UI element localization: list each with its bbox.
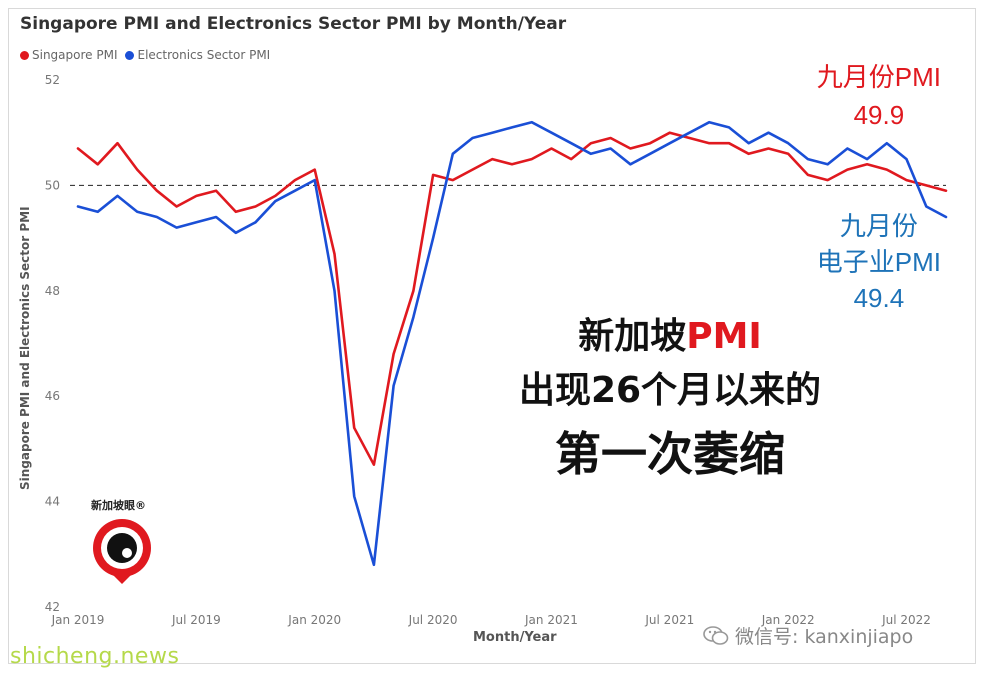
x-tick-label: Jan 2022	[761, 613, 815, 627]
y-tick-label: 42	[45, 600, 60, 614]
headline-line3: 第一次萎缩	[555, 427, 785, 481]
x-tick-label: Jul 2022	[881, 613, 931, 627]
y-tick-label: 52	[45, 73, 60, 87]
x-tick-label: Jan 2020	[287, 613, 341, 627]
wechat-icon	[703, 625, 729, 645]
headline: 新加坡PMI 出现26个月以来的 第一次萎缩	[460, 310, 880, 490]
legend-item-singapore-pmi[interactable]: Singapore PMI	[20, 48, 117, 62]
y-tick-label: 50	[45, 178, 60, 192]
x-tick-label: Jan 2021	[524, 613, 578, 627]
camera-eye-icon	[93, 519, 151, 584]
y-tick-label: 48	[45, 284, 60, 298]
legend-label-electronics-pmi: Electronics Sector PMI	[137, 48, 271, 62]
watermark: shicheng.news	[10, 644, 180, 669]
x-tick-label: Jul 2020	[408, 613, 458, 627]
headline-line1: 新加坡PMI	[460, 310, 880, 364]
legend: Singapore PMI Electronics Sector PMI	[20, 48, 270, 62]
annotation-red-line2: 49.9	[853, 100, 905, 130]
legend-dot-red	[20, 50, 29, 60]
chart-frame	[8, 8, 976, 664]
wechat-text: 微信号: kanxinjiapo	[735, 626, 914, 648]
x-tick-label: Jul 2021	[644, 613, 694, 627]
x-axis-label: Month/Year	[473, 630, 557, 645]
chart-title: Singapore PMI and Electronics Sector PMI…	[20, 14, 567, 34]
headline-line2: 出现26个月以来的	[518, 370, 822, 411]
legend-dot-blue	[125, 50, 135, 60]
legend-item-electronics-pmi[interactable]: Electronics Sector PMI	[125, 48, 270, 62]
annotation-blue-line2: 电子业PMI	[816, 247, 941, 277]
x-tick-label: Jul 2019	[171, 613, 221, 627]
logo-text: 新加坡眼®	[91, 499, 146, 512]
annotation-red-line1: 九月份PMI	[816, 62, 941, 92]
y-axis-label: Singapore PMI and Electronics Sector PMI	[18, 206, 32, 490]
x-tick-label: Jan 2019	[51, 613, 105, 627]
headline-line1-pmi: PMI	[686, 316, 762, 357]
y-tick-label: 44	[45, 495, 60, 509]
annotation-blue-line3: 49.4	[853, 283, 905, 313]
annotation-blue-line1: 九月份	[839, 211, 918, 241]
annotation-electronics-pmi: 九月份 电子业PMI 49.4	[817, 208, 941, 316]
headline-line1-prefix: 新加坡	[578, 316, 687, 357]
wechat-id: 微信号: kanxinjiapo	[703, 622, 913, 649]
annotation-singapore-pmi: 九月份PMI 49.9	[817, 58, 941, 134]
y-tick-label: 46	[45, 389, 60, 403]
legend-label-singapore-pmi: Singapore PMI	[32, 48, 118, 62]
